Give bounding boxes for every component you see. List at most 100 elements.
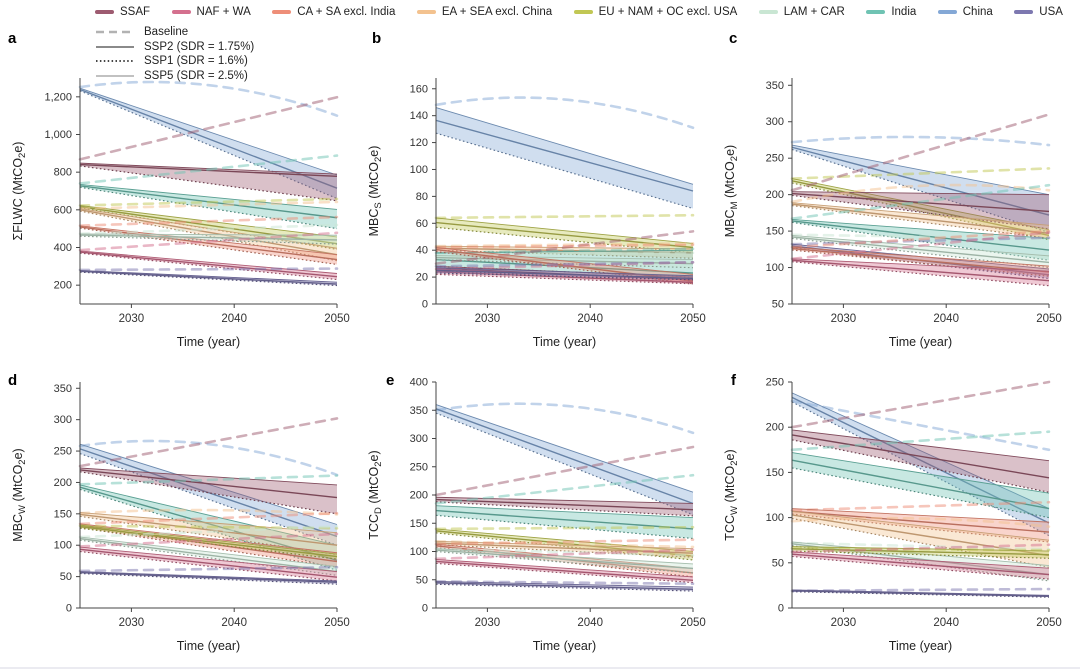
series-lam-car [434, 547, 695, 574]
scenario-line-icon [96, 30, 134, 34]
legend-scenario-label: SSP1 (SDR = 1.6%) [144, 55, 248, 68]
series-usa [434, 260, 695, 281]
y-tick-label: 40 [416, 245, 428, 257]
y-tick-label: 150 [54, 508, 72, 520]
y-tick-label: 600 [54, 204, 72, 216]
x-tick-label: 2040 [933, 313, 959, 325]
legend-region-item: China [937, 6, 993, 18]
y-axis-title: ΣFLWC (MtCO2e) [11, 142, 28, 241]
y-tick-label: 50 [772, 557, 784, 569]
legend-scenario-item: Baseline [95, 25, 254, 40]
x-tick-label: 2050 [680, 313, 706, 325]
series-ssaf [78, 417, 339, 515]
y-tick-label: 250 [766, 153, 784, 165]
y-tick-label: 50 [60, 571, 72, 583]
series-usa [790, 587, 1051, 598]
legend-region-label: China [962, 6, 993, 18]
x-axis-title: Time (year) [533, 639, 596, 653]
legend-scenario-label: SSP2 (SDR = 1.75%) [144, 40, 255, 53]
legend-swatch-icon [272, 10, 292, 14]
series-china [434, 96, 695, 210]
x-tick-label: 2030 [831, 617, 857, 629]
x-tick-label: 2030 [119, 313, 145, 325]
x-tick-label: 2040 [221, 617, 247, 629]
x-tick-label: 2030 [119, 617, 145, 629]
y-tick-label: 1,000 [44, 129, 72, 141]
panel-c-chart: 50 100 150 200 250 300 350 2030 2040 2050 Time (ye… [723, 78, 1062, 349]
series-naf-wa [434, 548, 695, 584]
axes [791, 78, 1049, 305]
scenario-line-icon [96, 75, 134, 77]
y-tick-label: 0 [422, 603, 428, 615]
y-tick-label: 150 [410, 518, 428, 530]
legend-swatch-icon [866, 10, 886, 14]
panel-f-chart: 0 50 100 150 200 250 2030 2040 2050 Time (year) TC… [723, 377, 1062, 654]
y-tick-label: 0 [66, 603, 72, 615]
y-tick-label: 100 [410, 546, 428, 558]
legend-region-label: NAF + WA [196, 6, 251, 18]
x-tick-label: 2050 [680, 617, 706, 629]
series-ssaf [434, 445, 695, 517]
panel-e: 0 50 100 150 200 250 300 350 400 2030 2040 2050 Time… [356, 364, 716, 667]
y-tick-label: 350 [54, 383, 72, 395]
y-tick-label: 300 [410, 433, 428, 445]
y-axis-title: TCCW (MtCO2e) [723, 449, 740, 540]
y-tick-label: 100 [54, 540, 72, 552]
legend-scenario-item: SSP2 (SDR = 1.75%) [95, 40, 254, 55]
legend-swatch-icon [171, 10, 191, 14]
y-tick-label: 200 [410, 490, 428, 502]
legend-swatch-icon [1014, 10, 1034, 14]
legend-region-item: India [866, 6, 916, 18]
legend-swatch-icon [95, 10, 114, 14]
legend-region-label: EU + NAM + OC excl. USA [598, 6, 738, 18]
y-tick-label: 100 [410, 164, 428, 176]
x-tick-label: 2030 [475, 617, 501, 629]
y-tick-label: 250 [766, 377, 784, 389]
y-tick-label: 0 [422, 299, 428, 311]
y-tick-label: 50 [416, 574, 428, 586]
series-china [434, 402, 695, 516]
panel-c: 50 100 150 200 250 300 350 2030 2040 2050 Time (ye… [712, 60, 1072, 370]
x-axis-title: Time (year) [533, 335, 596, 349]
panel-d-chart: 0 50 100 150 200 250 300 350 2030 2040 2050 Time (y… [11, 382, 350, 653]
y-tick-label: 300 [54, 414, 72, 426]
x-tick-label: 2030 [475, 313, 501, 325]
panel-f: 0 50 100 150 200 250 2030 2040 2050 Time (year) TC… [712, 364, 1072, 667]
legend-regions: SSAF NAF + WA CA + SA excl. India EA + SEA … [95, 6, 1063, 18]
series-naf-wa [78, 532, 339, 582]
y-tick-label: 200 [766, 189, 784, 201]
series-ca-sa-excl-india [790, 229, 1051, 277]
x-tick-label: 2050 [1036, 617, 1062, 629]
panel-letter-c: c [729, 30, 738, 47]
y-tick-label: 140 [410, 110, 428, 122]
x-tick-label: 2040 [577, 617, 603, 629]
y-tick-label: 250 [54, 446, 72, 458]
y-axis-title: MBCM (MtCO2e) [723, 145, 740, 237]
legend-region-item: SSAF [95, 6, 150, 18]
legend-region-label: EA + SEA excl. China [441, 6, 553, 18]
legend-scenarios: Baseline SSP2 (SDR = 1.75%) SSP1 (SDR = 1.… [95, 25, 254, 83]
series-ca-sa-excl-india [78, 215, 339, 266]
series-ssaf [78, 95, 339, 202]
y-tick-label: 1,200 [44, 91, 72, 103]
axes [791, 382, 1049, 609]
panel-letter-b: b [372, 30, 382, 47]
legend-swatch-icon [937, 10, 957, 14]
panel-d: 0 50 100 150 200 250 300 350 2030 2040 2050 Time (y… [0, 364, 360, 667]
series-china [790, 135, 1051, 234]
legend-scenario-item: SSP5 (SDR = 2.5%) [95, 69, 254, 84]
axes [79, 78, 337, 305]
x-tick-label: 2040 [933, 617, 959, 629]
series-china [790, 392, 1051, 537]
series-naf-wa [790, 543, 1051, 580]
x-axis-title: Time (year) [177, 335, 240, 349]
y-tick-label: 20 [416, 272, 428, 284]
x-tick-label: 2050 [324, 617, 350, 629]
legend-region-item: CA + SA excl. India [272, 6, 395, 18]
series-naf-wa [790, 231, 1051, 287]
scenario-line-icon [96, 45, 134, 48]
y-tick-label: 200 [766, 422, 784, 434]
y-tick-label: 300 [766, 116, 784, 128]
